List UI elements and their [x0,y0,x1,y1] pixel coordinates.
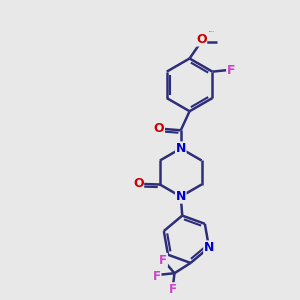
Text: F: F [227,64,236,77]
Text: N: N [204,241,214,254]
Text: N: N [176,190,186,203]
Text: methoxy: methoxy [209,31,215,32]
Text: N: N [176,142,186,155]
Text: F: F [153,270,161,283]
Text: O: O [154,122,164,135]
Text: F: F [169,283,177,296]
Text: O: O [133,177,144,190]
Text: F: F [159,254,167,266]
Text: O: O [196,33,207,46]
